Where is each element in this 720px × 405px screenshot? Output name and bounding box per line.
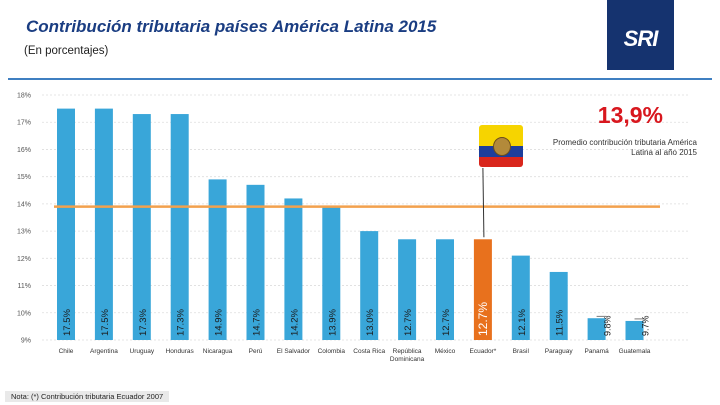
bar-value-label: 12.7% [403,309,414,336]
bar [132,114,151,340]
bar [57,108,75,340]
category-label: Honduras [166,348,195,355]
y-tick-label: 9% [21,338,31,345]
category-label: El Salvador [277,348,311,355]
bars-group [57,108,644,340]
bar [625,320,644,340]
average-value: 13,9% [597,102,663,128]
slide-subtitle: (En porcentajes) [24,45,109,57]
category-label: Paraguay [545,348,574,355]
bar-value-label: 14.7% [252,309,263,336]
y-tick-label: 17% [17,120,31,127]
y-tick-label: 14% [17,201,31,208]
bar [208,179,227,340]
title-divider [8,78,712,80]
average-callout: 13,9% Promedio contribución tributaria A… [537,98,701,168]
flag-connector-line [482,167,485,238]
bar-value-label: 17.3% [138,309,149,336]
bar-value-label: 13.0% [365,309,376,336]
footnote: Nota: (*) Contribución tributaria Ecuado… [5,391,170,402]
y-tick-label: 13% [17,229,31,236]
bar [436,239,454,340]
category-label: Costa Rica [353,348,385,355]
y-tick-label: 18% [17,93,31,100]
y-tick-labels-group: 9% 10% 11% 12% 13% 14% 15% 16% 17% 18% [17,93,31,345]
category-label: Ecuador* [470,348,497,355]
bar [94,108,113,340]
y-tick-label: 15% [17,174,31,181]
average-description: Promedio contribución tributaria América… [552,138,697,157]
bar-value-label: 14.2% [289,309,300,336]
flag-connector-group [482,167,485,238]
bar [360,231,379,340]
category-label: Perú [249,348,263,355]
category-label: Brasil [513,348,530,355]
category-label: Panamá [584,348,609,355]
bar-value-label: 11.5% [555,309,566,336]
y-tick-label: 11% [18,283,32,290]
bar-value-label: 12.7% [441,309,452,336]
bar [587,318,606,340]
bar [322,206,341,340]
bar [549,271,568,340]
bar [473,239,492,340]
y-tick-label: 16% [17,147,31,154]
bar-value-label: 17.3% [176,309,187,336]
bar-value-label: 12.7% [476,302,490,336]
bar-value-label: 9.7% [641,315,651,336]
bar-value-label: 14.9% [214,309,225,336]
bar [170,114,189,340]
y-tick-label: 12% [17,256,31,263]
bar [398,239,417,340]
bar-value-label: 17.5% [62,309,73,336]
bar-value-label: 12.1% [517,309,528,336]
slide-title: Contribución tributaria países América L… [26,17,437,36]
bar-value-label: 13.9% [327,309,338,336]
category-label: Nicaragua [203,348,233,355]
value-labels-group: 17.5% 17.5% 17.3% 17.3% 14.9% 14.7% 14.2% 13.9%… [62,302,651,336]
category-label: República Dominicana [390,348,425,363]
category-label: Chile [59,348,74,355]
sri-logo-text: SRI [623,26,659,51]
bar [511,255,530,340]
category-label: Uruguay [130,348,155,355]
ecuador-flag-icon [479,125,523,167]
category-label: Colombia [318,348,346,355]
category-label: Argentina [90,348,118,355]
bar [284,198,303,340]
bar-value-label: 17.5% [100,309,111,336]
sri-logo: SRI [607,0,674,70]
category-labels-group: Chile Argentina Uruguay Honduras Nicaragua Pe… [59,348,651,363]
bar-value-label: 9.8% [603,315,613,336]
bar [246,184,265,340]
y-tick-label: 10% [17,310,31,317]
coat-of-arms-icon [493,137,511,156]
category-label: Guatemala [619,348,651,355]
category-label: México [435,348,456,355]
